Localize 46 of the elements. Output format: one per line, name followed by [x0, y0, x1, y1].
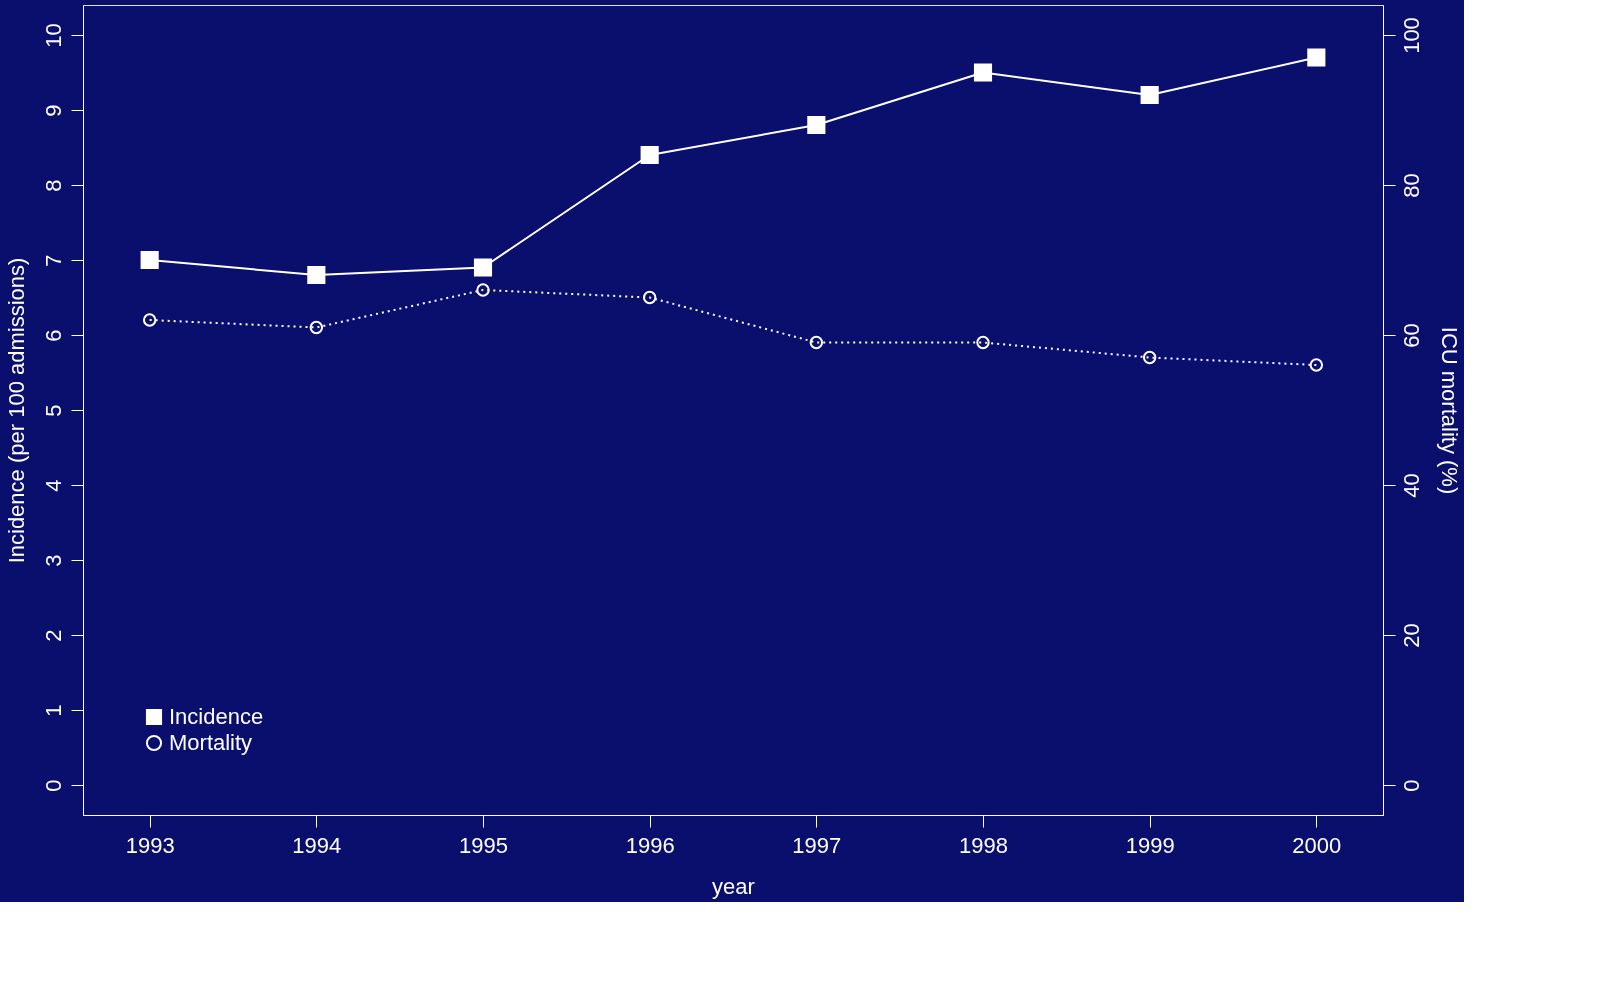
y2-tick-label: 40 [1398, 473, 1424, 498]
point [640, 145, 659, 165]
point [140, 250, 159, 270]
x-tick-label: 1999 [1125, 832, 1175, 858]
y-tick-label: 0 [40, 779, 66, 792]
legend-label: Incidence [169, 704, 264, 729]
point [309, 320, 324, 335]
point [307, 265, 326, 285]
x-tick-label: 1995 [459, 832, 508, 858]
x-tick-label: 1993 [125, 832, 175, 858]
y2-tick-label: 60 [1398, 323, 1424, 348]
point [1142, 350, 1157, 365]
y-tick-label: 6 [40, 329, 66, 342]
y2-axis-title: ICU mortality (%) [1436, 326, 1462, 495]
x-tick-label: 1997 [792, 832, 842, 858]
x-tick-label: 2000 [1292, 832, 1342, 858]
point [476, 283, 490, 297]
x-tick-label: 1998 [959, 832, 1008, 858]
y-tick-label: 9 [40, 104, 66, 117]
y-tick-label: 8 [40, 179, 66, 192]
point [809, 335, 824, 350]
y2-tick-label: 100 [1398, 17, 1424, 54]
y2-tick-label: 20 [1398, 623, 1424, 648]
x-tick-label: 1994 [292, 832, 342, 858]
point [1140, 85, 1159, 105]
y-tick-label: 2 [40, 629, 66, 642]
point [473, 258, 493, 277]
y-axis-title: Incidence (per 100 admissions) [3, 257, 29, 564]
point [1307, 48, 1326, 67]
point [142, 313, 157, 327]
y-tick-label: 5 [40, 404, 66, 417]
y-tick-label: 4 [40, 479, 66, 492]
point [976, 335, 990, 350]
y-tick-label: 3 [40, 554, 66, 567]
y2-tick-label: 0 [1398, 779, 1424, 792]
point [642, 290, 657, 305]
point [807, 115, 826, 135]
y-tick-label: 1 [40, 704, 66, 717]
y-tick-label: 7 [40, 254, 66, 267]
legend-label: Mortality [169, 730, 253, 755]
point [973, 63, 993, 82]
y2-tick-label: 80 [1398, 173, 1424, 198]
y-tick-label: 10 [40, 23, 66, 48]
point [1309, 358, 1324, 372]
x-tick-label: 1996 [625, 832, 675, 858]
x-axis-title: year [712, 873, 755, 899]
